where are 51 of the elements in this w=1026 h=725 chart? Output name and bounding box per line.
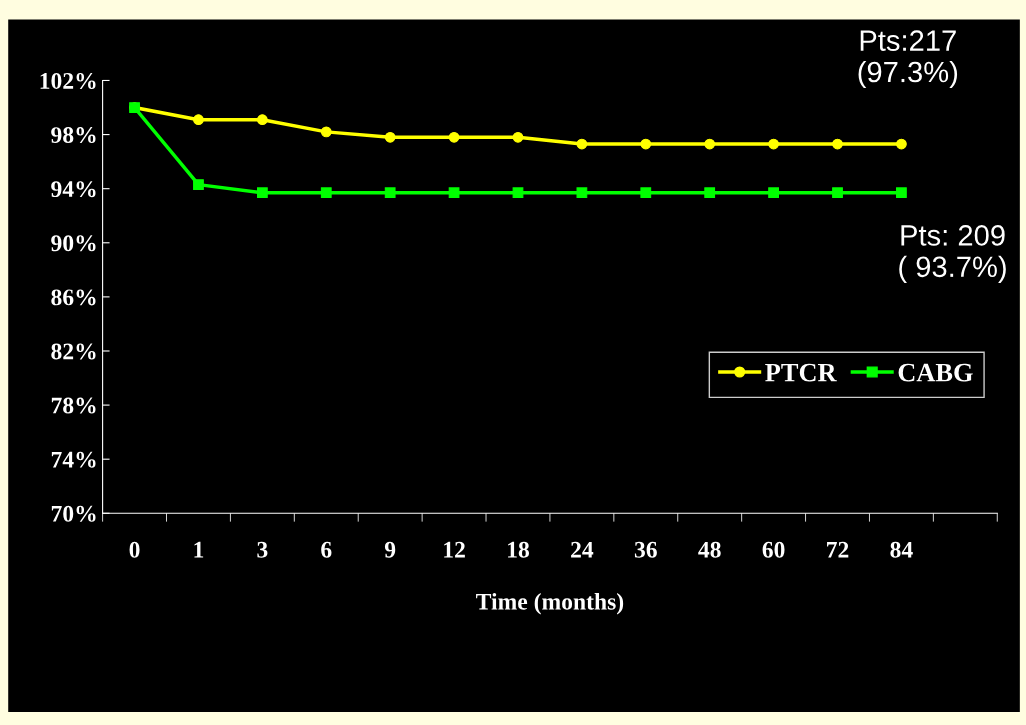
point [704,187,716,199]
point [320,126,332,138]
y-tick-label: 102% [40,72,96,89]
x-tick-label: 6 [321,541,332,558]
y-tick-label: 86% [51,289,96,306]
annotation: Pts: 209 ( 93.7%) [899,225,1006,283]
x-tick-label: 0 [129,541,140,558]
point [448,131,460,143]
point [576,138,588,150]
point [768,138,779,150]
point [832,138,843,150]
x-tick-label: 60 [762,541,785,558]
point [896,187,907,199]
x-tick-label: 72 [827,541,849,558]
point [640,138,652,150]
x-tick-label: 3 [257,541,268,558]
x-tick-label: 1 [194,541,204,558]
x-tick-label: 36 [634,541,657,558]
point [256,114,268,126]
y-tick-label: 74% [51,451,96,468]
x-tick-label: 24 [571,541,594,558]
point [576,187,588,199]
legend-label: CABG [898,363,973,382]
annotation: Pts:217 (97.3%) [858,30,958,89]
y-tick-label: 70% [51,505,96,522]
point [256,187,268,199]
point [384,131,396,143]
point [640,187,652,199]
y-tick-label: 94% [51,181,96,198]
point [193,179,204,190]
point [768,187,779,199]
point [832,187,843,199]
legend-label: PTCR [765,363,837,382]
x-tick-label: 9 [384,541,396,558]
point [448,187,460,199]
x-tick-label: 48 [698,541,721,558]
point [704,138,716,150]
point [384,187,396,199]
point [512,131,524,143]
y-tick-label: 98% [51,127,96,144]
x-axis-title: Time (months) [476,593,624,615]
y-tick-label: 78% [51,397,96,414]
y-tick-label: 90% [51,235,96,252]
x-tick-label: 12 [444,541,465,558]
point [512,187,524,199]
x-tick-label: 18 [508,541,530,558]
point [320,187,332,199]
point [896,138,907,150]
x-tick-label: 84 [890,541,913,558]
point [193,114,204,126]
y-tick-label: 82% [51,343,96,360]
